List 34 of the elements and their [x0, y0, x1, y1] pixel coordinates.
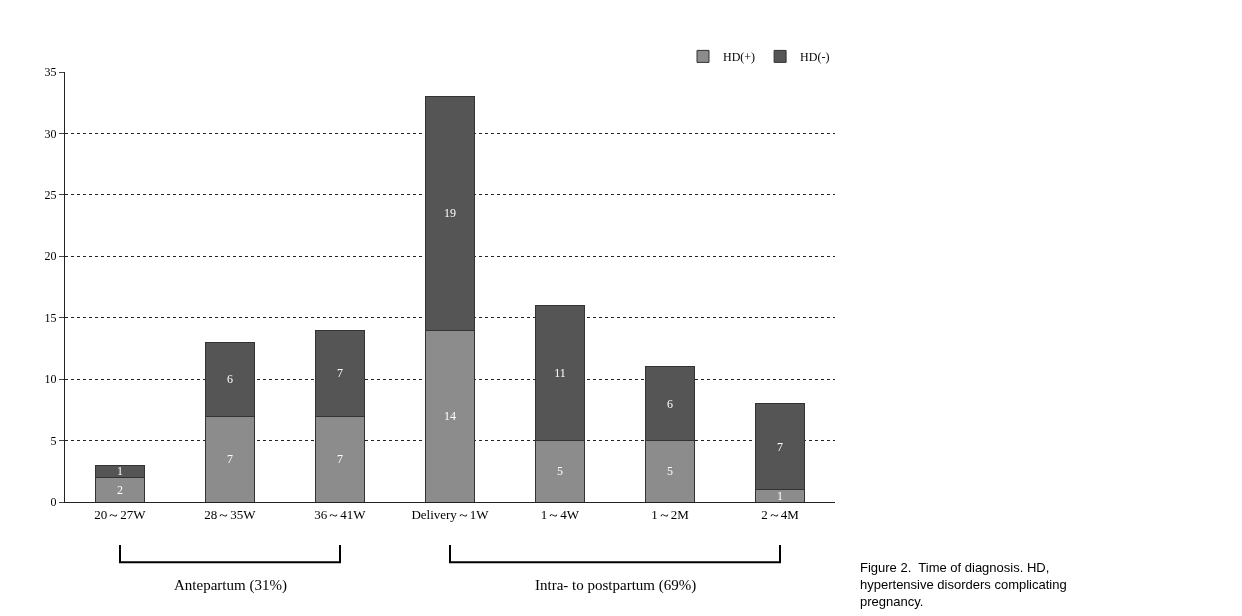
x-tick-label: 20～27W — [94, 506, 147, 522]
y-tick-label: 35 — [44, 65, 57, 80]
y-tick-label: 30 — [44, 126, 57, 141]
caption: Figure 2. Time of diagnosis. HD, hypertensive disorders complicating pregnancy. — [860, 560, 1067, 609]
x-tick-label: 36～41W — [314, 506, 367, 522]
text: Intra- to postpartum (69%) — [535, 577, 697, 594]
data-label: 6 — [667, 396, 673, 411]
y-tick-label: 0 — [50, 495, 57, 510]
data-label: 19 — [444, 206, 456, 221]
text: Antepartum (31%) — [174, 577, 287, 594]
y-tick-label: 15 — [44, 310, 57, 325]
data-label: 7 — [337, 452, 343, 466]
data-label: 2 — [117, 482, 123, 497]
legend-label: HD(+) — [723, 50, 756, 65]
y-tick-label: 10 — [44, 372, 57, 387]
data-label: 7 — [337, 366, 343, 380]
data-label: 5 — [667, 464, 673, 479]
x-tick-label: 1～2M — [651, 506, 690, 522]
legend-label: HD(-) — [800, 50, 830, 65]
y-tick-label: 20 — [44, 249, 57, 264]
data-label: 6 — [227, 372, 233, 387]
data-label: 1 — [117, 464, 123, 479]
x-tick-label: 1～4W — [540, 506, 580, 522]
y-tick-label: 5 — [50, 433, 57, 448]
data-label: 1 — [777, 488, 783, 503]
y-tick-label: 25 — [44, 188, 57, 203]
data-label: 5 — [557, 464, 563, 479]
x-tick-label: 2～4M — [761, 506, 800, 522]
data-label: 14 — [444, 409, 456, 423]
x-tick-label: 28～35W — [204, 506, 257, 522]
data-label: 7 — [777, 439, 783, 454]
data-label: 7 — [227, 452, 233, 466]
x-tick-label: Delivery～1W — [411, 506, 490, 522]
data-label: 11 — [554, 366, 566, 380]
